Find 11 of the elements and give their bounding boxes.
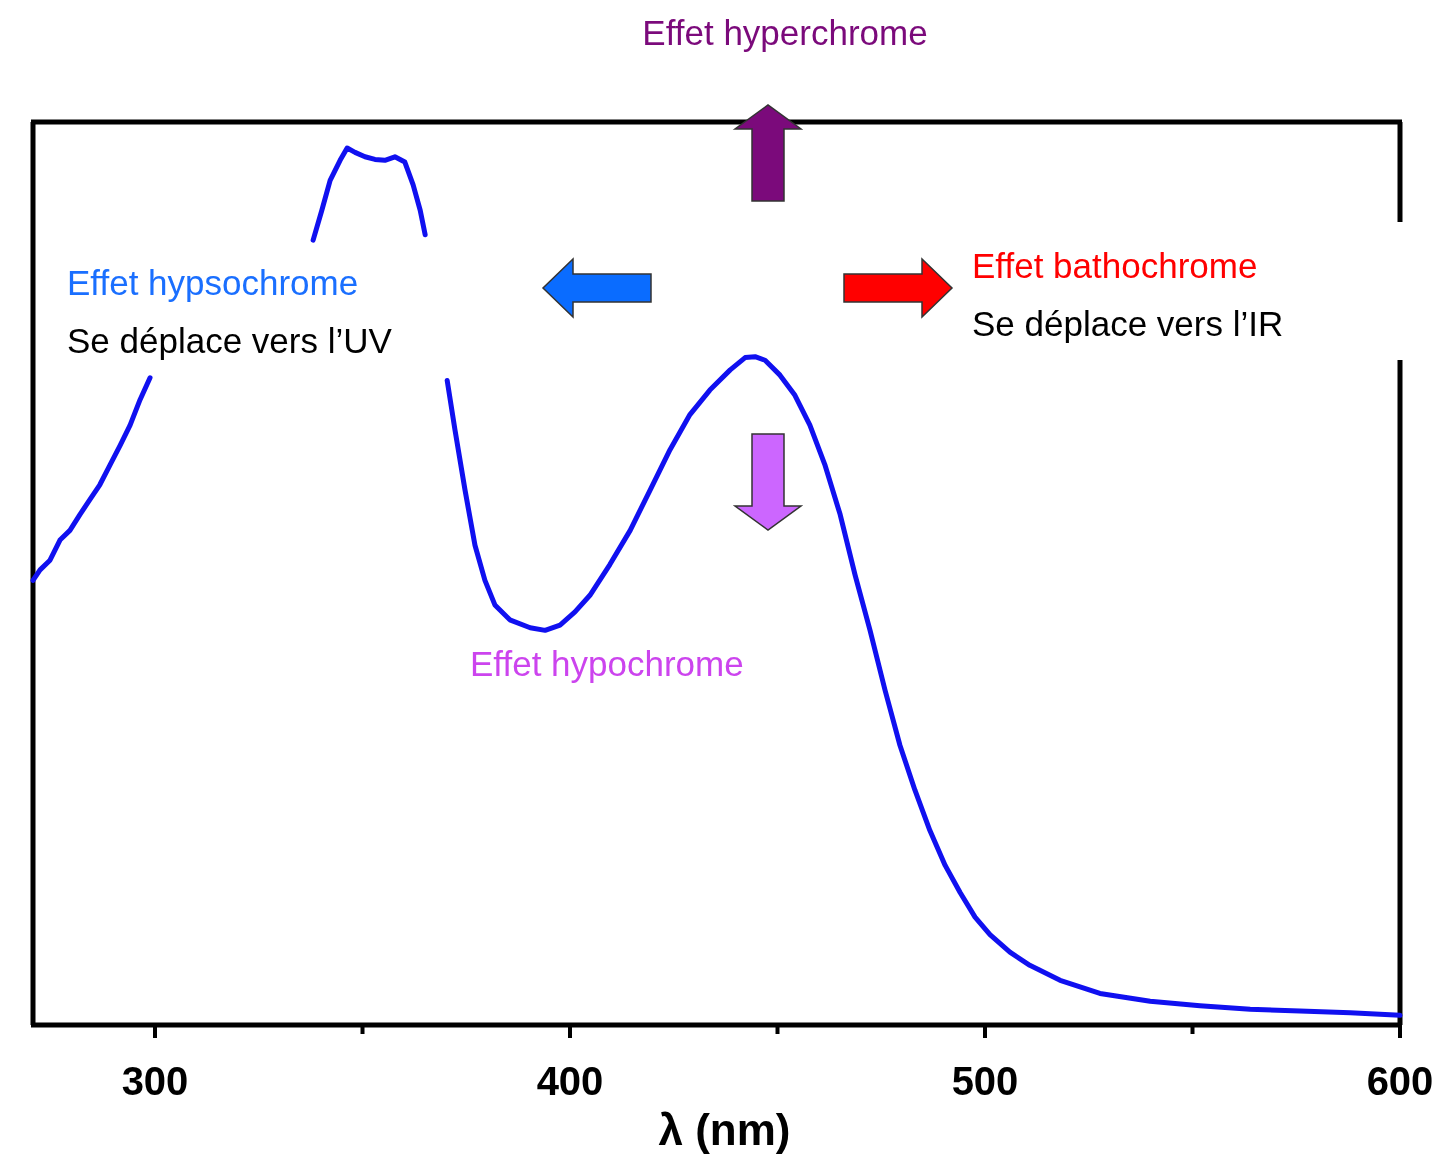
annotation: Se déplace vers l’IR <box>972 304 1284 343</box>
text: Effet hyperchrome <box>642 13 928 52</box>
x-axis-title: λ (nm) <box>658 1105 791 1154</box>
annotation: Se déplace vers l’UV <box>67 321 393 360</box>
annotation: Effet bathochrome <box>972 246 1258 285</box>
x-tick-label: 300 <box>121 1059 189 1103</box>
x-tick-label: 600 <box>1366 1059 1434 1103</box>
x-tick-label: 400 <box>536 1059 604 1103</box>
annotation: Effet hypsochrome <box>67 263 359 302</box>
x-tick-label: 500 <box>951 1059 1019 1103</box>
annotation: Effet hypochrome <box>470 644 744 683</box>
